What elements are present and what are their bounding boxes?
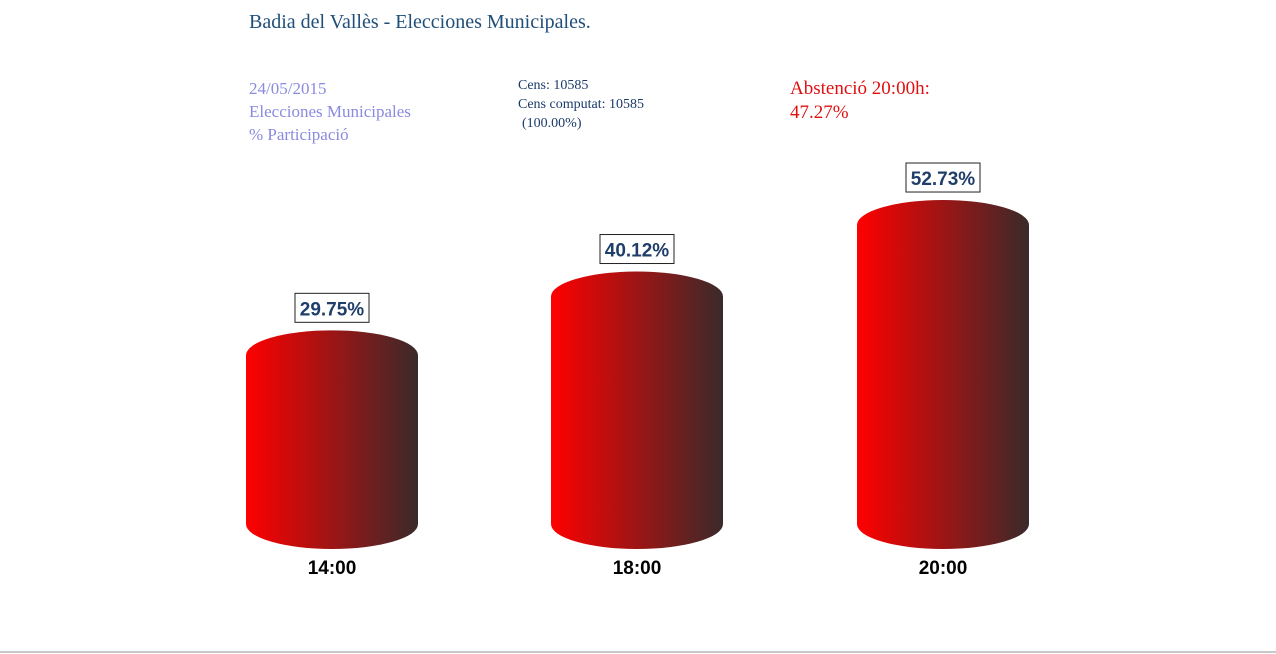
census-total: Cens: 10585 — [518, 78, 589, 93]
bar-top — [246, 330, 418, 381]
bar-body — [246, 355, 418, 549]
category-label: 18:00 — [613, 558, 662, 579]
data-label: 29.75% — [294, 292, 370, 323]
data-label-text: 29.75% — [300, 299, 365, 320]
bottom-divider — [0, 651, 1276, 653]
category-label: 20:00 — [919, 558, 968, 579]
census-computed: Cens computat: 10585 — [518, 97, 644, 112]
election-date: 24/05/2015 — [249, 79, 327, 98]
metric-label: % Participació — [249, 125, 349, 144]
data-label-text: 52.73% — [911, 169, 976, 190]
data-label: 40.12% — [599, 234, 675, 265]
bar-top — [857, 200, 1029, 251]
election-info: 24/05/2015 Elecciones Municipales % Part… — [249, 77, 411, 146]
data-label-box — [294, 292, 370, 323]
page-title: Badia del Vallès - Elecciones Municipale… — [249, 11, 591, 33]
abstention-label: Abstenció 20:00h: — [790, 78, 930, 99]
census-info: Cens: 10585 Cens computat: 10585 (100.00… — [518, 76, 644, 133]
data-label-box — [599, 234, 675, 265]
data-label-text: 40.12% — [605, 241, 670, 262]
census-percent: (100.00%) — [522, 116, 582, 131]
bar-body — [857, 225, 1029, 549]
abstention-value: 47.27% — [790, 102, 849, 123]
bars-layer: 29.75% 14:00 40.12% 18:00 52.73% 20:00 — [246, 162, 1029, 579]
bar-top — [551, 271, 723, 322]
bar-body — [551, 296, 723, 549]
category-label: 14:00 — [308, 558, 357, 579]
election-name: Elecciones Municipales — [249, 102, 411, 121]
bar-2000: 52.73% 20:00 — [857, 162, 1029, 579]
data-label: 52.73% — [905, 162, 981, 193]
bar-1400: 29.75% 14:00 — [246, 292, 418, 579]
abstention-info: Abstenció 20:00h: 47.27% — [790, 77, 930, 125]
bar-1800: 40.12% 18:00 — [551, 234, 723, 579]
data-label-box — [905, 162, 981, 193]
